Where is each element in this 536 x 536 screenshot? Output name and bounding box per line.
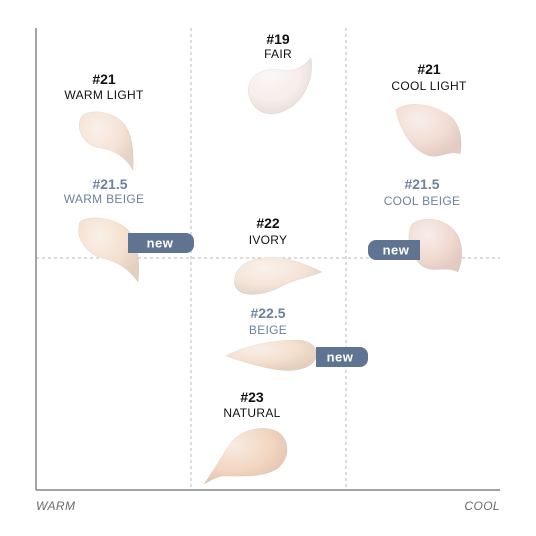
shade-name: WARM LIGHT bbox=[64, 88, 144, 102]
swatch-sheen bbox=[79, 111, 134, 170]
swatch-sheen bbox=[248, 58, 312, 114]
swatch-sheen bbox=[396, 104, 462, 157]
shade-name: COOL LIGHT bbox=[391, 79, 467, 93]
shade-23-natural: #23 NATURAL bbox=[203, 389, 288, 485]
new-badge: new bbox=[368, 240, 420, 260]
new-badge: new bbox=[316, 347, 368, 367]
shade-21-warm-light: #21 WARM LIGHT bbox=[64, 71, 144, 172]
shade-code: #22.5 bbox=[250, 305, 285, 321]
shade-code: #21 bbox=[92, 71, 116, 87]
shade-name: NATURAL bbox=[223, 406, 280, 420]
svg-text:new: new bbox=[383, 243, 410, 258]
shade-21-cool-light: #21 COOL LIGHT bbox=[391, 61, 467, 157]
svg-text:new: new bbox=[147, 236, 174, 251]
shade-code: #19 bbox=[266, 31, 290, 47]
shade-22-ivory: #22 IVORY bbox=[233, 215, 323, 295]
axis-label-warm: WARM bbox=[36, 499, 75, 513]
shade-code: #21.5 bbox=[92, 176, 127, 192]
shade-22-5-beige: #22.5 BEIGE new bbox=[225, 305, 368, 371]
swatch-sheen bbox=[234, 257, 322, 295]
shade-code: #21 bbox=[417, 61, 441, 77]
shade-name: IVORY bbox=[249, 233, 288, 247]
swatch-sheen bbox=[78, 217, 139, 282]
shade-name: WARM BEIGE bbox=[64, 192, 145, 206]
shade-code: #21.5 bbox=[404, 176, 439, 192]
shade-code: #22 bbox=[256, 215, 280, 231]
axis-label-cool: COOL bbox=[464, 499, 500, 513]
swatch-sheen bbox=[226, 340, 317, 371]
new-badge: new bbox=[128, 233, 194, 253]
shade-19-fair: #19 FAIR bbox=[247, 31, 312, 115]
shade-21-5-warm-beige: #21.5 WARM BEIGE new bbox=[64, 176, 194, 283]
swatch-sheen bbox=[204, 428, 287, 484]
shade-21-5-cool-beige: #21.5 COOL BEIGE new bbox=[368, 176, 463, 273]
svg-text:new: new bbox=[327, 350, 354, 365]
shade-code: #23 bbox=[240, 389, 264, 405]
shade-name: COOL BEIGE bbox=[384, 194, 461, 208]
shade-name: FAIR bbox=[264, 47, 292, 61]
swatch-sheen bbox=[408, 219, 462, 272]
shade-name: BEIGE bbox=[249, 323, 287, 337]
